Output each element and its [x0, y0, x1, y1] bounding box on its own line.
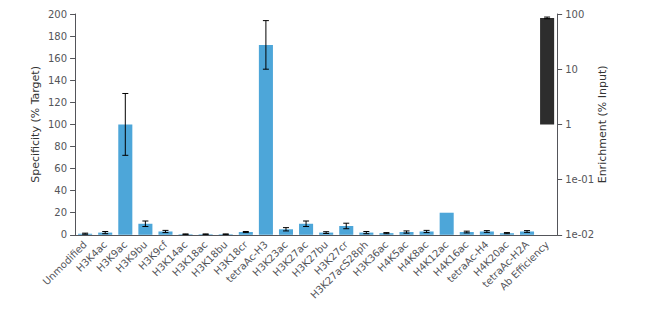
svg-text:180: 180 — [48, 31, 67, 42]
svg-text:H3K18bu: H3K18bu — [189, 238, 230, 280]
svg-text:H4K8ac: H4K8ac — [395, 238, 431, 274]
svg-text:60: 60 — [54, 163, 67, 174]
svg-text:40: 40 — [54, 185, 67, 196]
svg-text:H3K18ac: H3K18ac — [170, 238, 210, 279]
svg-text:100: 100 — [48, 119, 67, 130]
svg-text:200: 200 — [48, 9, 67, 20]
svg-text:1e-02: 1e-02 — [565, 229, 594, 240]
svg-text:Unmodified: Unmodified — [40, 238, 89, 288]
svg-text:140: 140 — [48, 75, 67, 86]
svg-text:10: 10 — [565, 64, 578, 75]
svg-text:160: 160 — [48, 53, 67, 64]
svg-text:0: 0 — [61, 229, 67, 240]
svg-text:Ab Efficiency: Ab Efficiency — [498, 239, 551, 292]
svg-text:H3K23ac: H3K23ac — [250, 238, 290, 279]
svg-text:H3K14ac: H3K14ac — [150, 238, 190, 279]
svg-text:H3K27cr: H3K27cr — [312, 238, 351, 277]
svg-text:H3K18cr: H3K18cr — [211, 238, 250, 277]
svg-text:H4K5ac: H4K5ac — [375, 238, 411, 274]
svg-text:1e-01: 1e-01 — [565, 174, 594, 185]
svg-text:H3K27ac: H3K27ac — [270, 238, 310, 279]
svg-text:H3K9cf: H3K9cf — [136, 238, 170, 272]
svg-text:tetraAc-H3: tetraAc-H3 — [224, 238, 270, 285]
svg-text:80: 80 — [54, 141, 67, 152]
svg-text:tetraAc-H2A: tetraAc-H2A — [480, 238, 531, 290]
svg-text:H3K27bu: H3K27bu — [289, 238, 331, 280]
svg-text:H4K16ac: H4K16ac — [431, 238, 471, 279]
svg-text:tetraAc-H4: tetraAc-H4 — [444, 238, 491, 285]
svg-text:H3K9ac: H3K9ac — [94, 238, 130, 274]
svg-text:Enrichment (% Input): Enrichment (% Input) — [596, 65, 609, 183]
svg-text:H4K20ac: H4K20ac — [471, 238, 511, 279]
svg-text:20: 20 — [54, 207, 67, 218]
svg-text:1: 1 — [565, 119, 571, 130]
svg-text:H3K4ac: H3K4ac — [74, 238, 110, 274]
svg-text:100: 100 — [565, 9, 584, 20]
svg-text:120: 120 — [48, 97, 67, 108]
svg-text:H3K36ac: H3K36ac — [350, 238, 391, 279]
svg-text:H4K12ac: H4K12ac — [411, 238, 451, 279]
svg-text:H3K9bu: H3K9bu — [113, 238, 150, 275]
svg-text:H3K27acS28ph: H3K27acS28ph — [308, 238, 371, 301]
svg-text:Specificity (% Target): Specificity (% Target) — [29, 66, 42, 183]
